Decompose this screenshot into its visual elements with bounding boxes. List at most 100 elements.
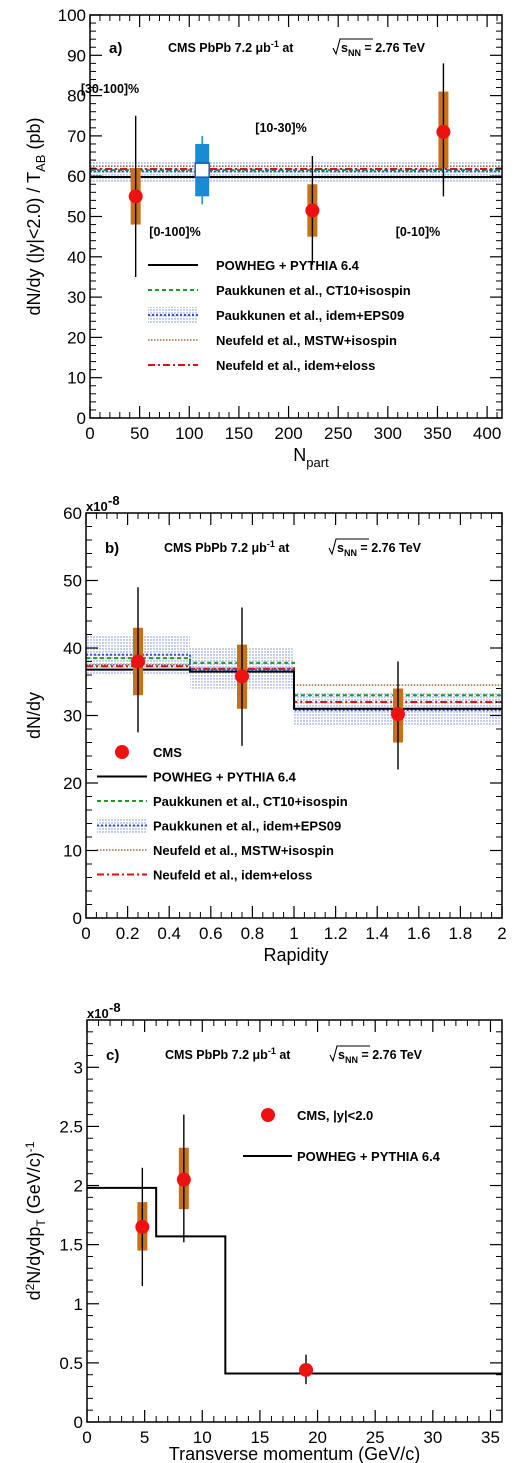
legend-label: CMS, |y|<2.0 [297,1108,373,1123]
x-tick-label: 1.2 [324,924,348,943]
data-point [436,124,451,139]
panel-a: [30-100]%[0-100]%[10-30]%[0-10]%0 50 100 15… [24,6,503,470]
y-tick-label: 100 [58,6,86,25]
legend-label: Neufeld et al., MSTW+isospin [153,843,334,858]
panel-label: c) [106,1047,119,1064]
legend-label: Paukkunen et al., idem+EPS09 [216,308,404,323]
legend-label: Neufeld et al., MSTW+isospin [216,333,397,348]
sqrt-sign [332,38,373,56]
centrality-label: [10-30]% [255,121,306,135]
x-tick-label: 35 [481,1428,500,1447]
centrality-label: [0-10]% [396,225,440,239]
x-tick-label: 25 [366,1428,385,1447]
y-tick-label: 0 [73,909,82,928]
data-point [128,189,143,204]
legend-label: POWHEG + PYTHIA 6.4 [297,1149,441,1164]
y-tick-label: 2.5 [59,1117,83,1136]
data-point [299,1362,314,1377]
plot-header: sNN = 2.76 TeV [341,41,426,58]
x-tick-label: 10 [193,1428,212,1447]
y-tick-label: 60 [67,167,86,186]
centrality-label: [30-100]% [81,82,139,96]
y-axis-label: dN/dy [24,692,44,739]
x-tick-label: 150 [225,424,253,443]
x-tick-label: 200 [274,424,302,443]
sqrt-sign [329,1045,370,1063]
x-tick-label: 0.4 [157,924,181,943]
x-tick-label: 2 [497,924,506,943]
data-point [135,1219,150,1234]
legend-label: Neufeld et al., idem+eloss [216,358,375,373]
x-tick-label: 30 [423,1428,442,1447]
y-tick-label: 10 [67,369,86,388]
y-tick-label: 80 [67,87,86,106]
y-tick-label: 1 [74,1295,83,1314]
y-tick-label: 20 [67,328,86,347]
y-tick-label: 20 [63,774,82,793]
x-tick-label: 0 [81,924,90,943]
plot-header: CMS PbPb 7.2 μb-1 at [164,539,290,555]
paukkunen-ct10-line [86,657,502,697]
x-tick-label: 5 [140,1428,149,1447]
data-point [131,654,145,669]
x-axis-label: Rapidity [263,945,328,965]
panel-label: b) [105,540,119,557]
y-tick-label: 3 [74,1058,83,1077]
legend-swatch [115,745,129,759]
x-tick-label: 0 [85,424,94,443]
plot-header: sNN = 2.76 TeV [337,541,422,558]
x-tick-label: 0 [82,1428,91,1447]
y-tick-label: 40 [63,639,82,658]
y-axis-label: d2N/dydpT (GeV/c)-1 [23,1141,48,1300]
data-point [305,203,320,218]
y-scale-exponent: -8 [109,1000,121,1015]
data-point [235,669,249,684]
legend-label: Paukkunen et al., idem+EPS09 [153,819,341,834]
x-tick-label: 400 [473,424,501,443]
y-tick-label: 0 [74,1413,83,1432]
powheg-line [87,1186,502,1375]
y-tick-label: 50 [67,208,86,227]
x-tick-label: 1.6 [407,924,431,943]
x-tick-label: 1 [289,924,298,943]
x-tick-label: 0.8 [241,924,265,943]
x-axis-label: Npart [293,445,329,470]
y-tick-label: 70 [67,127,86,146]
y-tick-label: 0 [77,409,86,428]
y-tick-label: 10 [63,842,82,861]
legend-label: Neufeld et al., idem+eloss [153,868,312,883]
centrality-label: [0-100]% [149,225,200,239]
y-tick-label: 90 [67,46,86,65]
data-point [391,707,405,722]
x-tick-label: 50 [130,424,149,443]
neufeld-eloss-line [86,665,502,703]
y-tick-label: 0.5 [59,1354,83,1373]
legend-label: POWHEG + PYTHIA 6.4 [153,770,297,785]
x-tick-label: 1.8 [449,924,473,943]
x-tick-label: 100 [175,424,203,443]
x-tick-label: 300 [374,424,402,443]
panel-c: 0 5 10 15 20 25 30 35 0 0.5 1 1.5 2 2.5 3 c) CMS PbPb 7.… [23,1000,503,1463]
y-scale-label: x10 [87,1006,109,1021]
legend-label: Paukkunen et al., CT10+isospin [216,283,411,298]
x-axis-label: Transverse momentum (GeV/c) [169,1444,420,1463]
y-tick-label: 30 [63,707,82,726]
plot-header: sNN = 2.76 TeV [338,1048,423,1065]
data-point [194,162,210,178]
sqrt-sign [328,538,369,556]
panel-label: a) [109,40,122,57]
y-tick-label: 2 [74,1177,83,1196]
y-tick-label: 30 [67,288,86,307]
x-tick-label: 0.2 [116,924,140,943]
legend-swatch [261,1108,275,1122]
y-axis-label: dN/dy (|y|<2.0) / TAB (pb) [24,118,48,316]
plot-header: CMS PbPb 7.2 μb-1 at [168,39,294,55]
legend-label: POWHEG + PYTHIA 6.4 [216,258,360,273]
y-scale-label: x10 [86,499,108,514]
y-tick-label: 40 [67,248,86,267]
y-tick-label: 50 [63,572,82,591]
y-scale-exponent: -8 [108,493,120,508]
y-tick-label: 60 [63,504,82,523]
x-tick-label: 0.6 [199,924,223,943]
